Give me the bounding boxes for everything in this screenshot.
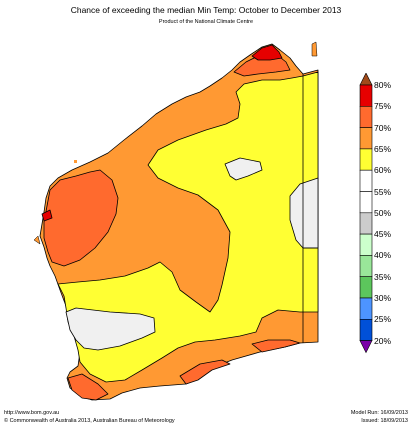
footer-left: http://www.bom.gov.au © Commonwealth of … — [4, 409, 175, 425]
footer-model-run: Model Run: 16/09/2013 — [350, 410, 408, 416]
legend-band-25-30 — [359, 297, 373, 320]
legend: 80% 75% 70% 65% 60% 55% 50% 45% 40% 35% 30% 25% 20% — [358, 73, 412, 363]
legend-band-20-25 — [359, 319, 373, 341]
legend-arrow-bottom — [359, 340, 373, 354]
legend-label: 20% — [374, 335, 392, 346]
legend-label: 35% — [374, 271, 392, 282]
legend-band-35-40 — [359, 255, 373, 277]
legend-label: 55% — [374, 186, 392, 197]
legend-arrow-top — [359, 73, 373, 86]
legend-band-45-50 — [359, 212, 373, 235]
legend-label: 30% — [374, 293, 392, 303]
legend-band-60-65 — [359, 148, 373, 171]
region-75-80-west — [41, 209, 53, 222]
region-60-65-interior — [57, 71, 319, 383]
footer-issued: Issued: 18/09/2013 — [361, 418, 408, 424]
legend-band-75-80 — [359, 84, 373, 107]
map-title: Chance of exceeding the median Min Temp:… — [70, 5, 342, 15]
island-marker — [33, 235, 41, 245]
legend-band-55-60 — [359, 169, 373, 192]
legend-label: 45% — [374, 229, 392, 240]
legend-band-30-35 — [359, 276, 373, 299]
legend-band-70-75 — [359, 105, 373, 128]
region-75-80-north — [251, 44, 283, 61]
footer-right: Model Run: 16/09/2013 Issued: 18/09/2013 — [351, 409, 408, 425]
legend-label: 60% — [374, 165, 392, 176]
legend-label: 70% — [374, 122, 392, 133]
legend-colorbar — [359, 73, 373, 354]
legend-label: 40% — [374, 250, 392, 261]
footer-copyright: © Commonwealth of Australia 2013, Austra… — [4, 418, 175, 424]
region-70-75-south-coast — [251, 339, 301, 353]
legend-label: 75% — [374, 101, 392, 112]
legend-band-65-70 — [359, 127, 373, 150]
region-70-75-southeast — [179, 359, 231, 385]
footer-url: http://www.bom.gov.au — [4, 410, 60, 416]
island-marker — [74, 160, 77, 163]
legend-label: 65% — [374, 143, 392, 154]
region-70-75-west — [43, 169, 119, 267]
legend-band-50-55 — [359, 191, 373, 214]
legend-band-40-45 — [359, 233, 373, 256]
island-marker — [311, 41, 318, 57]
legend-label: 50% — [374, 207, 392, 218]
region-50-60-southwest — [65, 307, 156, 351]
legend-label: 25% — [374, 314, 392, 325]
legend-label: 80% — [374, 80, 392, 90]
map-subtitle: Product of the National Climate Centre — [158, 19, 254, 25]
region-70-75-south — [67, 373, 109, 401]
region-70-75-north — [233, 53, 291, 77]
region-50-60-central — [224, 157, 263, 181]
